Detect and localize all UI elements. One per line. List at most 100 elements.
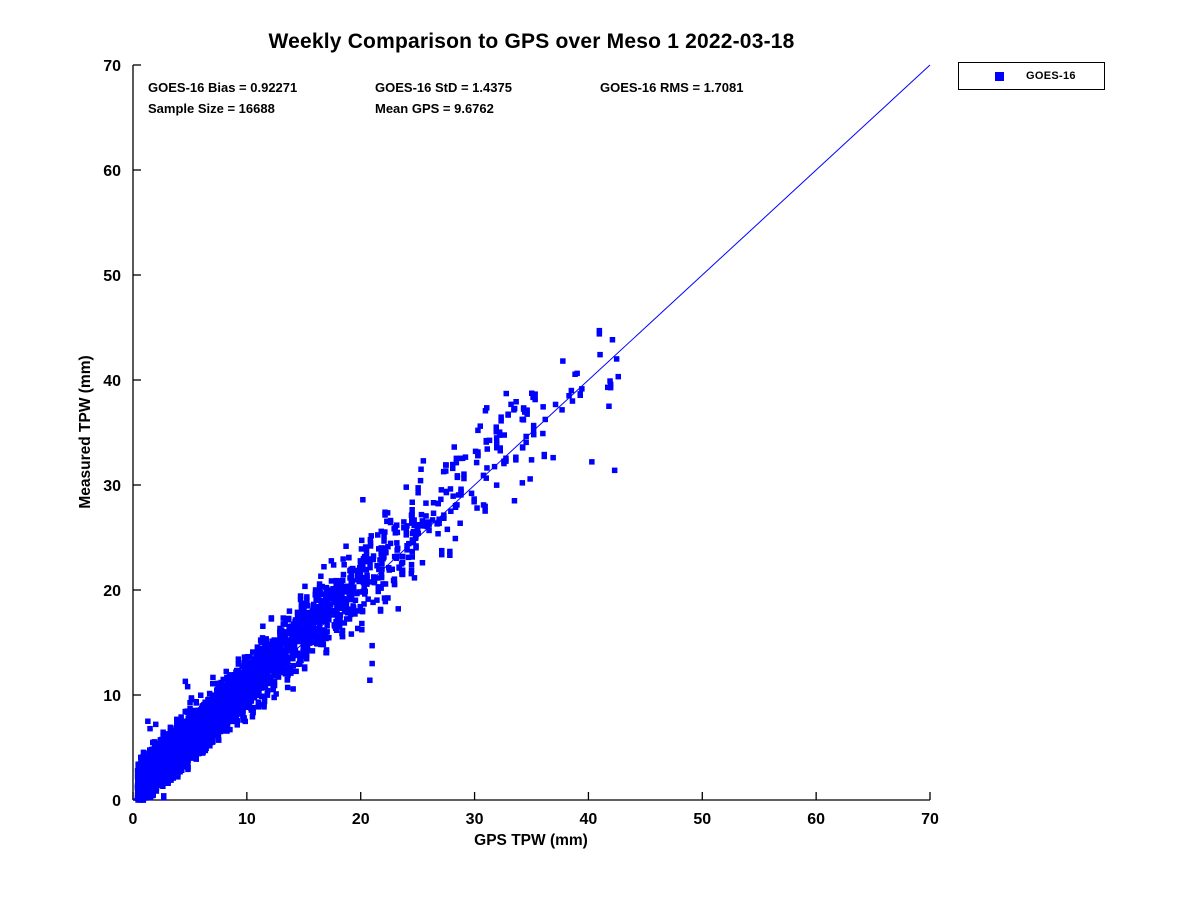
scatter-point xyxy=(213,731,220,737)
scatter-point xyxy=(178,714,184,720)
scatter-point xyxy=(453,455,460,462)
scatter-point xyxy=(438,487,445,493)
scatter-point xyxy=(181,719,188,726)
scatter-point xyxy=(193,753,199,759)
scatter-point xyxy=(290,662,296,669)
scatter-point xyxy=(355,625,361,632)
scatter-point xyxy=(235,656,242,662)
scatter-point xyxy=(334,610,340,616)
scatter-point xyxy=(343,583,349,590)
scatter-point xyxy=(287,668,293,675)
scatter-point xyxy=(273,691,279,697)
scatter-point xyxy=(290,655,296,662)
scatter-point xyxy=(497,448,503,454)
scatter-point xyxy=(184,761,190,767)
scatter-point xyxy=(200,721,206,727)
scatter-point xyxy=(282,618,288,624)
scatter-point xyxy=(328,589,334,596)
scatter-point xyxy=(529,390,535,396)
scatter-point xyxy=(323,592,329,599)
scatter-point xyxy=(395,545,401,552)
scatter-point xyxy=(287,637,293,643)
scatter-point xyxy=(168,743,175,750)
scatter-point xyxy=(359,537,365,544)
scatter-point xyxy=(247,676,253,682)
scatter-point xyxy=(376,546,382,552)
scatter-point xyxy=(193,756,199,762)
scatter-point xyxy=(448,508,454,514)
scatter-point xyxy=(323,650,330,656)
y-tick-label: 50 xyxy=(103,268,121,285)
scatter-point xyxy=(483,437,489,444)
scatter-point xyxy=(370,599,376,606)
x-tick-label: 40 xyxy=(580,811,598,828)
scatter-point xyxy=(272,667,278,673)
scatter-point xyxy=(527,476,533,482)
scatter-point xyxy=(203,736,210,742)
scatter-point xyxy=(334,615,341,622)
scatter-point xyxy=(316,585,323,591)
scatter-point xyxy=(352,597,359,603)
scatter-point xyxy=(189,733,196,740)
scatter-point xyxy=(245,668,252,674)
scatter-point xyxy=(520,417,527,423)
scatter-point xyxy=(138,754,144,761)
scatter-point xyxy=(186,713,192,720)
scatter-point xyxy=(453,459,460,466)
scatter-point xyxy=(409,499,415,505)
stat-sample-size: Sample Size = 16688 xyxy=(148,101,275,116)
scatter-point xyxy=(307,612,313,618)
scatter-point xyxy=(216,737,222,743)
scatter-point xyxy=(505,411,511,417)
scatter-point xyxy=(304,594,310,600)
scatter-point xyxy=(330,562,337,568)
scatter-point xyxy=(192,750,199,756)
scatter-point xyxy=(280,615,286,621)
scatter-point xyxy=(300,606,306,612)
x-tick-label: 50 xyxy=(693,811,711,828)
scatter-point xyxy=(523,433,529,440)
scatter-point xyxy=(302,619,309,625)
scatter-point xyxy=(248,698,255,704)
scatter-point xyxy=(163,745,170,751)
scatter-point xyxy=(231,690,238,697)
scatter-point xyxy=(493,435,500,441)
scatter-point xyxy=(165,737,172,743)
scatter-point xyxy=(299,628,305,634)
scatter-point xyxy=(359,627,365,633)
scatter-point xyxy=(236,685,242,691)
scatter-point xyxy=(270,664,277,670)
scatter-point xyxy=(270,660,276,667)
scatter-point xyxy=(258,676,264,682)
scatter-point xyxy=(223,699,229,705)
scatter-point xyxy=(140,749,147,756)
scatter-point xyxy=(227,726,233,733)
scatter-point xyxy=(321,564,327,570)
y-tick-label: 10 xyxy=(103,688,121,705)
scatter-point xyxy=(443,468,449,474)
scatter-point xyxy=(384,510,391,516)
scatter-point xyxy=(318,640,325,646)
scatter-point xyxy=(513,454,519,460)
scatter-point xyxy=(160,783,166,789)
scatter-point xyxy=(278,627,285,633)
scatter-point xyxy=(210,681,216,687)
scatter-point xyxy=(370,553,377,559)
scatter-point xyxy=(220,697,226,704)
scatter-point xyxy=(361,601,367,607)
scatter-point xyxy=(165,732,172,738)
scatter-point xyxy=(317,590,324,596)
scatter-point xyxy=(270,684,276,690)
scatter-point xyxy=(377,606,384,613)
scatter-point xyxy=(300,648,306,655)
scatter-point xyxy=(272,672,278,679)
scatter-point xyxy=(294,609,301,616)
scatter-point xyxy=(253,675,259,681)
scatter-point xyxy=(378,585,384,591)
scatter-point xyxy=(258,639,264,645)
scatter-point xyxy=(484,446,490,452)
scatter-point xyxy=(202,699,208,705)
scatter-point xyxy=(282,666,289,672)
scatter-point xyxy=(523,439,529,446)
scatter-point xyxy=(288,623,295,629)
